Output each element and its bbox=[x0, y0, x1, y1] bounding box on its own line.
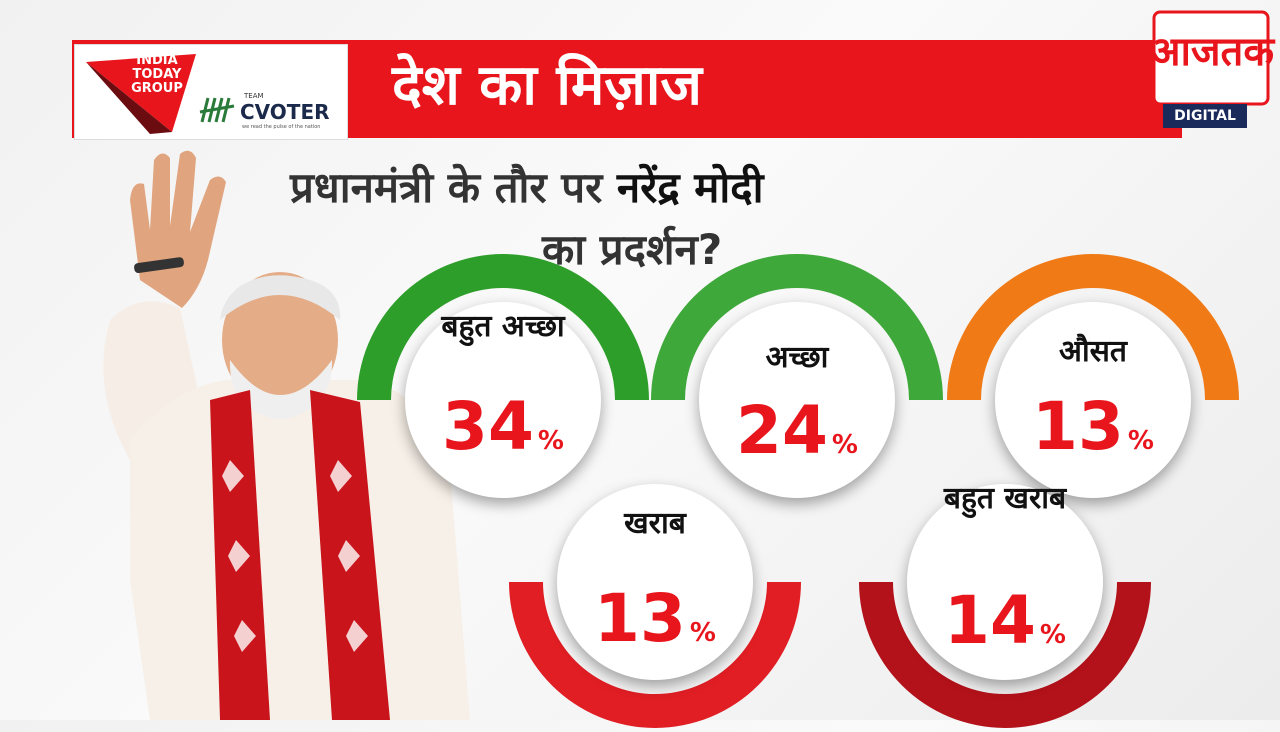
result-ring-5 bbox=[859, 582, 1151, 728]
question-prefix: प्रधानमंत्री के तौर पर bbox=[290, 163, 617, 212]
person-waving-photo bbox=[103, 150, 470, 720]
result-value: 13% bbox=[555, 580, 755, 657]
india-today-group-text: INDIA TODAY GROUP bbox=[131, 53, 183, 96]
result-number: 34 bbox=[442, 388, 534, 465]
result-number: 13 bbox=[1032, 388, 1124, 465]
result-disc-2 bbox=[699, 302, 895, 498]
result-percent-sign: % bbox=[537, 426, 564, 456]
result-disc-3 bbox=[995, 302, 1191, 498]
result-ring-1 bbox=[357, 254, 649, 400]
cvoter-name-text: CVOTER bbox=[240, 100, 330, 124]
result-ring-4 bbox=[509, 582, 801, 728]
question-line-1: प्रधानमंत्री के तौर पर नरेंद्र मोदी bbox=[290, 160, 763, 216]
result-label: औसत bbox=[1058, 334, 1128, 369]
page-title: देश का मिज़ाज bbox=[392, 53, 702, 118]
cvoter-team-text: TEAM bbox=[244, 92, 264, 100]
cvoter-tagline: we read the pulse of the nation bbox=[242, 124, 321, 130]
result-label: बहुत अच्छा bbox=[441, 309, 565, 344]
question-name: नरेंद्र मोदी bbox=[616, 163, 764, 212]
india-today-group-logo bbox=[86, 54, 196, 134]
result-percent-sign: % bbox=[1039, 620, 1066, 650]
question-line-2: का प्रदर्शन? bbox=[542, 225, 723, 274]
result-label: बहुत खराब bbox=[943, 481, 1067, 516]
result-value: 13% bbox=[993, 388, 1193, 465]
result-ring-3 bbox=[947, 254, 1239, 400]
result-value: 14% bbox=[905, 582, 1105, 659]
channel-logo-text: आजतक bbox=[1150, 29, 1275, 75]
digital-badge: DIGITAL bbox=[1163, 104, 1247, 128]
result-number: 14 bbox=[944, 582, 1036, 659]
result-ring-2 bbox=[651, 254, 943, 400]
result-disc-5 bbox=[907, 484, 1103, 680]
result-disc-1 bbox=[405, 302, 601, 498]
result-percent-sign: % bbox=[1127, 426, 1154, 456]
result-label: अच्छा bbox=[765, 340, 829, 375]
result-value: 24% bbox=[697, 392, 897, 469]
result-label: खराब bbox=[624, 506, 686, 541]
cvoter-mark-icon bbox=[199, 97, 235, 123]
result-value: 34% bbox=[403, 388, 603, 465]
result-percent-sign: % bbox=[689, 618, 716, 648]
result-disc-4 bbox=[557, 484, 753, 680]
result-number: 24 bbox=[736, 392, 828, 469]
result-percent-sign: % bbox=[831, 430, 858, 460]
result-number: 13 bbox=[594, 580, 686, 657]
